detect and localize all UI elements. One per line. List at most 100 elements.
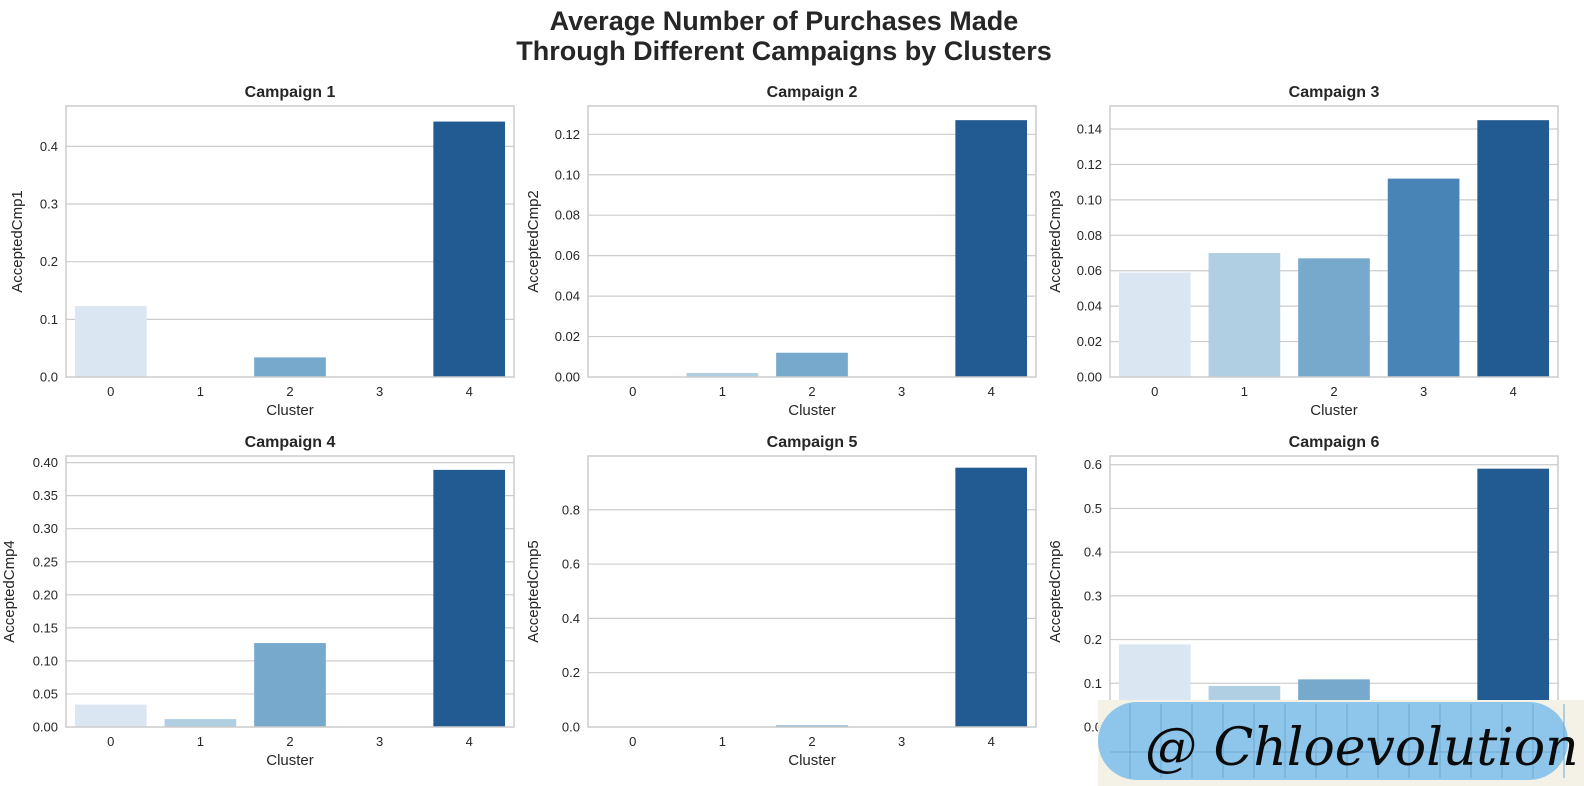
subplot-4: 0.00 0.05 0.10 0.15 0.20 0.25 0.30 0.35 0.40 0 1 2 3… bbox=[1, 434, 515, 769]
bar-cluster-3 bbox=[1387, 178, 1460, 377]
bar-cluster-4 bbox=[955, 467, 1028, 727]
y-tick-label: 0.08 bbox=[555, 208, 580, 223]
y-tick-label: 0.0 bbox=[562, 720, 580, 735]
bar-cluster-2 bbox=[776, 352, 848, 377]
y-tick-label: 0.30 bbox=[33, 521, 58, 536]
subplot-title: Campaign 5 bbox=[767, 434, 858, 451]
y-tick-label: 0.6 bbox=[562, 557, 580, 572]
y-tick-label: 0.5 bbox=[1084, 501, 1102, 516]
bar-cluster-2 bbox=[254, 357, 326, 377]
bar-cluster-0 bbox=[74, 704, 147, 727]
subplot-title: Campaign 2 bbox=[767, 84, 858, 101]
subplot-2: 0.00 0.02 0.04 0.06 0.08 0.10 0.12 0 1 2 3 4 Campaig… bbox=[525, 84, 1037, 419]
y-tick-label: 0.3 bbox=[1084, 588, 1102, 603]
y-tick-label: 0.0 bbox=[40, 370, 58, 385]
y-tick-label: 0.04 bbox=[1077, 299, 1102, 314]
x-tick-label: 3 bbox=[898, 734, 905, 749]
x-tick-label: 2 bbox=[286, 734, 293, 749]
x-tick-label: 3 bbox=[376, 734, 383, 749]
bar-cluster-0 bbox=[1118, 272, 1191, 377]
y-tick-label: 0.14 bbox=[1077, 122, 1102, 137]
bar-cluster-2 bbox=[254, 643, 326, 727]
y-tick-label: 0.6 bbox=[1084, 457, 1102, 472]
watermark: @ Chloevolution bbox=[1098, 700, 1584, 786]
x-axis-label: Cluster bbox=[1310, 402, 1358, 419]
figure-title-line2: Through Different Campaigns by Clusters bbox=[516, 36, 1052, 66]
bar-cluster-2 bbox=[776, 725, 848, 727]
y-axis-label: AcceptedCmp3 bbox=[1047, 190, 1064, 293]
x-tick-label: 1 bbox=[719, 734, 726, 749]
y-tick-label: 0.10 bbox=[555, 167, 580, 182]
y-tick-label: 0.25 bbox=[33, 554, 58, 569]
x-tick-label: 2 bbox=[1330, 384, 1337, 399]
y-tick-label: 0.08 bbox=[1077, 228, 1102, 243]
y-axis-label: AcceptedCmp4 bbox=[1, 540, 18, 643]
bar-cluster-4 bbox=[1477, 120, 1550, 378]
bar-cluster-4 bbox=[433, 121, 506, 377]
bar-cluster-4 bbox=[955, 120, 1028, 378]
x-tick-label: 0 bbox=[629, 734, 636, 749]
subplot-title: Campaign 3 bbox=[1289, 84, 1380, 101]
axes-frame bbox=[1109, 105, 1559, 378]
x-tick-label: 0 bbox=[1151, 384, 1158, 399]
x-tick-label: 1 bbox=[197, 734, 204, 749]
x-axis-label: Cluster bbox=[788, 752, 836, 769]
x-tick-label: 1 bbox=[1241, 384, 1248, 399]
x-axis-label: Cluster bbox=[266, 402, 314, 419]
axes-frame bbox=[65, 455, 515, 728]
x-tick-label: 0 bbox=[107, 734, 114, 749]
x-tick-label: 0 bbox=[629, 384, 636, 399]
y-tick-label: 0.4 bbox=[1084, 545, 1102, 560]
watermark-text: @ Chloevolution bbox=[1145, 718, 1579, 778]
y-tick-label: 0.2 bbox=[40, 254, 58, 269]
y-tick-label: 0.04 bbox=[555, 289, 580, 304]
bar-cluster-1 bbox=[686, 372, 759, 377]
x-tick-label: 2 bbox=[808, 384, 815, 399]
x-tick-label: 1 bbox=[719, 384, 726, 399]
watermark-badge bbox=[1098, 702, 1568, 780]
y-tick-label: 0.00 bbox=[33, 720, 58, 735]
x-tick-label: 2 bbox=[808, 734, 815, 749]
y-tick-label: 0.06 bbox=[1077, 263, 1102, 278]
x-tick-label: 3 bbox=[376, 384, 383, 399]
y-tick-label: 0.0 bbox=[1084, 720, 1102, 735]
x-tick-label: 1 bbox=[197, 384, 204, 399]
y-tick-label: 0.4 bbox=[562, 611, 580, 626]
x-tick-label: 3 bbox=[1420, 384, 1427, 399]
y-axis-label: AcceptedCmp2 bbox=[525, 190, 542, 293]
x-tick-label: 2 bbox=[286, 384, 293, 399]
y-tick-label: 0.4 bbox=[40, 139, 58, 154]
axes-frame bbox=[587, 455, 1037, 728]
subplot-3: 0.00 0.02 0.04 0.06 0.08 0.10 0.12 0.14 0 1 2 3 4 Cam… bbox=[1047, 84, 1559, 419]
y-axis-label: AcceptedCmp6 bbox=[1047, 540, 1064, 643]
y-tick-label: 0.10 bbox=[1077, 192, 1102, 207]
y-tick-label: 0.05 bbox=[33, 686, 58, 701]
x-tick-label: 4 bbox=[1510, 384, 1517, 399]
y-tick-label: 0.35 bbox=[33, 488, 58, 503]
x-tick-label: 4 bbox=[466, 384, 473, 399]
y-tick-label: 0.1 bbox=[40, 312, 58, 327]
bar-cluster-4 bbox=[1477, 468, 1550, 727]
y-tick-label: 0.02 bbox=[1077, 334, 1102, 349]
y-tick-label: 0.00 bbox=[555, 370, 580, 385]
subplot-5: 0.0 0.2 0.4 0.6 0.8 0 1 2 3 4 Campaign 5 Cluster Acc… bbox=[525, 434, 1037, 769]
x-tick-label: 4 bbox=[988, 734, 995, 749]
y-axis-label: AcceptedCmp5 bbox=[525, 540, 542, 643]
y-tick-label: 0.3 bbox=[40, 197, 58, 212]
y-tick-label: 0.02 bbox=[555, 329, 580, 344]
axes-frame bbox=[65, 105, 515, 378]
y-tick-label: 0.10 bbox=[33, 653, 58, 668]
y-tick-label: 0.06 bbox=[555, 248, 580, 263]
x-tick-label: 0 bbox=[107, 384, 114, 399]
y-tick-label: 0.2 bbox=[562, 665, 580, 680]
x-tick-label: 4 bbox=[988, 384, 995, 399]
y-tick-label: 0.15 bbox=[33, 620, 58, 635]
subplot-1: 0.0 0.1 0.2 0.3 0.4 0 1 2 3 4 Campaign 1 Cluster Acc… bbox=[9, 84, 515, 419]
axes-frame bbox=[587, 105, 1037, 378]
y-tick-label: 0.12 bbox=[1077, 157, 1102, 172]
y-axis-label: AcceptedCmp1 bbox=[9, 190, 26, 293]
bar-cluster-1 bbox=[164, 719, 237, 727]
y-tick-label: 0.20 bbox=[33, 587, 58, 602]
